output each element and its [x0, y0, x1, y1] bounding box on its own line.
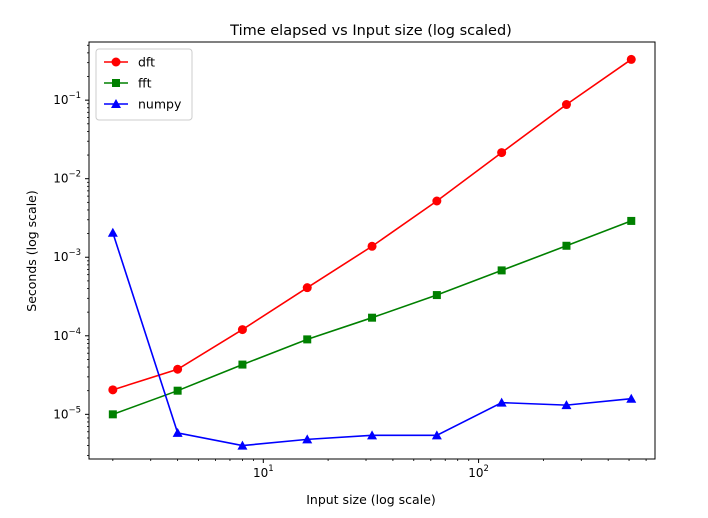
- data-point-numpy: [172, 427, 183, 437]
- legend-label-dft: dft: [138, 55, 155, 70]
- data-point-fft: [108, 410, 117, 419]
- legend-label-numpy: numpy: [138, 97, 182, 112]
- y-tick-label: 10−2: [53, 170, 81, 186]
- data-point-fft: [627, 216, 636, 225]
- data-point-dft: [626, 54, 636, 64]
- y-tick-label-base: 10: [53, 250, 68, 264]
- data-point-numpy: [302, 434, 313, 444]
- data-point-fft: [562, 241, 571, 250]
- data-point-numpy: [107, 227, 118, 237]
- data-point-numpy: [367, 430, 378, 440]
- legend-label-fft: fft: [138, 76, 152, 91]
- y-tick-label: 10−1: [53, 91, 81, 107]
- y-tick-label-base: 10: [53, 329, 68, 343]
- data-point-dft: [497, 148, 507, 158]
- legend: dft fft numpy: [95, 48, 193, 121]
- data-point-numpy: [626, 393, 637, 403]
- y-tick-label-exp: −2: [68, 170, 81, 180]
- y-tick-label: 10−4: [53, 327, 81, 343]
- x-tick-label: 101: [253, 464, 274, 480]
- y-axis-label: Seconds (log scale): [24, 190, 39, 311]
- y-tick-label: 10−5: [53, 405, 81, 421]
- y-tick-label-base: 10: [53, 172, 68, 186]
- chart-title: Time elapsed vs Input size (log scaled): [229, 23, 512, 39]
- data-point-dft: [302, 283, 312, 293]
- data-point-numpy: [496, 397, 507, 407]
- y-tick-label-base: 10: [53, 93, 68, 107]
- x-tick-label-base: 10: [468, 466, 483, 480]
- data-point-fft: [497, 266, 506, 275]
- legend-box: [95, 48, 193, 121]
- data-point-fft: [303, 335, 312, 344]
- data-point-dft: [432, 196, 442, 206]
- x-tick-label: 102: [468, 464, 489, 480]
- x-tick-label-exp: 2: [484, 464, 489, 474]
- series-dft: [108, 54, 636, 395]
- data-point-fft: [238, 360, 247, 369]
- data-point-dft: [561, 100, 571, 110]
- data-point-numpy: [431, 430, 442, 440]
- x-tick-label-exp: 1: [268, 464, 273, 474]
- data-point-dft: [173, 364, 183, 374]
- y-tick-label-exp: −1: [68, 91, 81, 101]
- y-tick-label-exp: −3: [68, 248, 81, 258]
- data-point-fft: [173, 386, 182, 395]
- series-layer: [107, 54, 637, 450]
- data-point-dft: [108, 385, 118, 395]
- y-tick-label-base: 10: [53, 407, 68, 421]
- y-tick-label-exp: −5: [68, 405, 81, 415]
- data-point-fft: [368, 313, 377, 322]
- x-axis-label: Input size (log scale): [306, 492, 436, 507]
- legend-marker-fft: [112, 79, 120, 87]
- y-tick-label-exp: −4: [68, 327, 81, 337]
- data-point-numpy: [237, 440, 248, 450]
- series-fft: [108, 216, 636, 419]
- data-point-dft: [237, 325, 247, 335]
- data-point-numpy: [561, 400, 572, 410]
- data-point-dft: [367, 241, 377, 251]
- x-tick-label-base: 10: [253, 466, 268, 480]
- series-numpy: [107, 227, 637, 450]
- legend-marker-dft: [111, 57, 121, 67]
- legend-marker-numpy: [111, 99, 121, 108]
- y-tick-label: 10−3: [53, 248, 81, 264]
- data-point-fft: [432, 291, 441, 300]
